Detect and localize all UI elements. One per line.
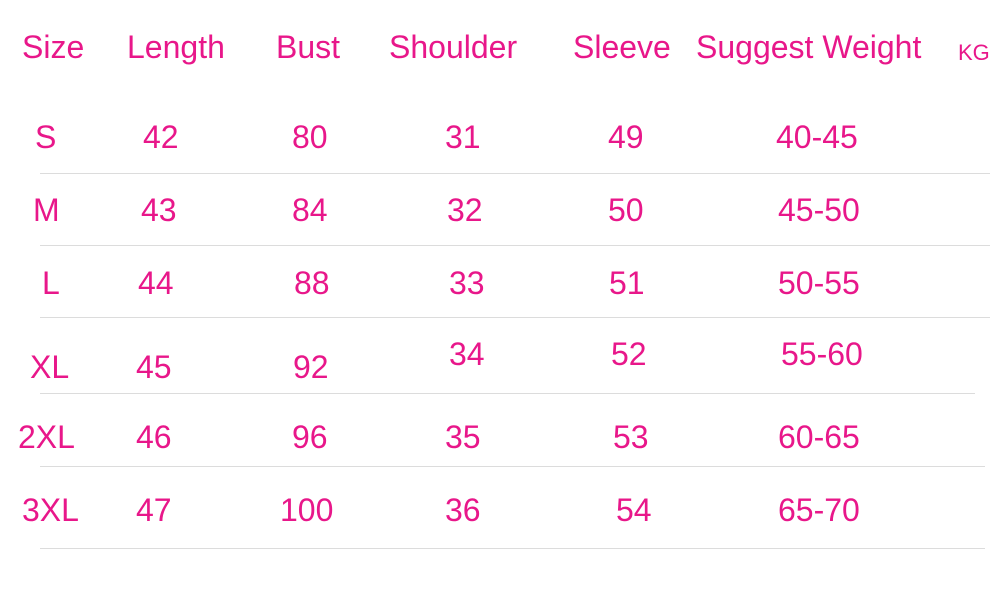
cell-shoulder: 32 [447, 192, 483, 228]
cell-size: L [42, 265, 60, 301]
cell-length: 46 [136, 419, 172, 455]
cell-length: 42 [143, 119, 179, 155]
cell-sleeve: 51 [609, 265, 645, 301]
cell-shoulder: 36 [445, 492, 481, 528]
cell-length: 43 [141, 192, 177, 228]
header-length: Length [127, 29, 225, 65]
cell-size: S [35, 119, 57, 155]
cell-sleeve: 49 [608, 119, 644, 155]
row-divider [40, 393, 975, 394]
cell-bust: 96 [292, 419, 328, 455]
header-weight-unit: KG [958, 40, 990, 65]
cell-suggest-weight: 50-55 [778, 265, 860, 301]
cell-length: 47 [136, 492, 172, 528]
cell-size: M [33, 192, 60, 228]
cell-bust: 84 [292, 192, 328, 228]
header-bust: Bust [276, 29, 341, 65]
cell-bust: 100 [280, 492, 334, 528]
header-sleeve: Sleeve [573, 29, 671, 65]
cell-length: 44 [138, 265, 174, 301]
cell-bust: 88 [294, 265, 330, 301]
cell-size: XL [30, 349, 70, 385]
row-divider [40, 466, 985, 467]
cell-shoulder: 34 [449, 336, 485, 372]
cell-sleeve: 54 [616, 492, 652, 528]
header-shoulder: Shoulder [389, 29, 518, 65]
header-suggest-weight: Suggest Weight [696, 29, 922, 65]
cell-suggest-weight: 45-50 [778, 192, 860, 228]
cell-bust: 92 [293, 349, 329, 385]
cell-suggest-weight: 40-45 [776, 119, 858, 155]
cell-sleeve: 50 [608, 192, 644, 228]
cell-length: 45 [136, 349, 172, 385]
cell-bust: 80 [292, 119, 328, 155]
cell-size: 3XL [22, 492, 79, 528]
cell-shoulder: 35 [445, 419, 481, 455]
header-size: Size [22, 29, 85, 65]
cell-shoulder: 31 [445, 119, 481, 155]
row-divider [40, 245, 990, 246]
cell-suggest-weight: 65-70 [778, 492, 860, 528]
row-divider [40, 548, 985, 549]
row-divider [40, 173, 990, 174]
cell-sleeve: 53 [613, 419, 649, 455]
cell-suggest-weight: 55-60 [781, 336, 863, 372]
cell-suggest-weight: 60-65 [778, 419, 860, 455]
cell-size: 2XL [18, 419, 75, 455]
row-divider [40, 317, 990, 318]
cell-shoulder: 33 [449, 265, 485, 301]
cell-sleeve: 52 [611, 336, 647, 372]
